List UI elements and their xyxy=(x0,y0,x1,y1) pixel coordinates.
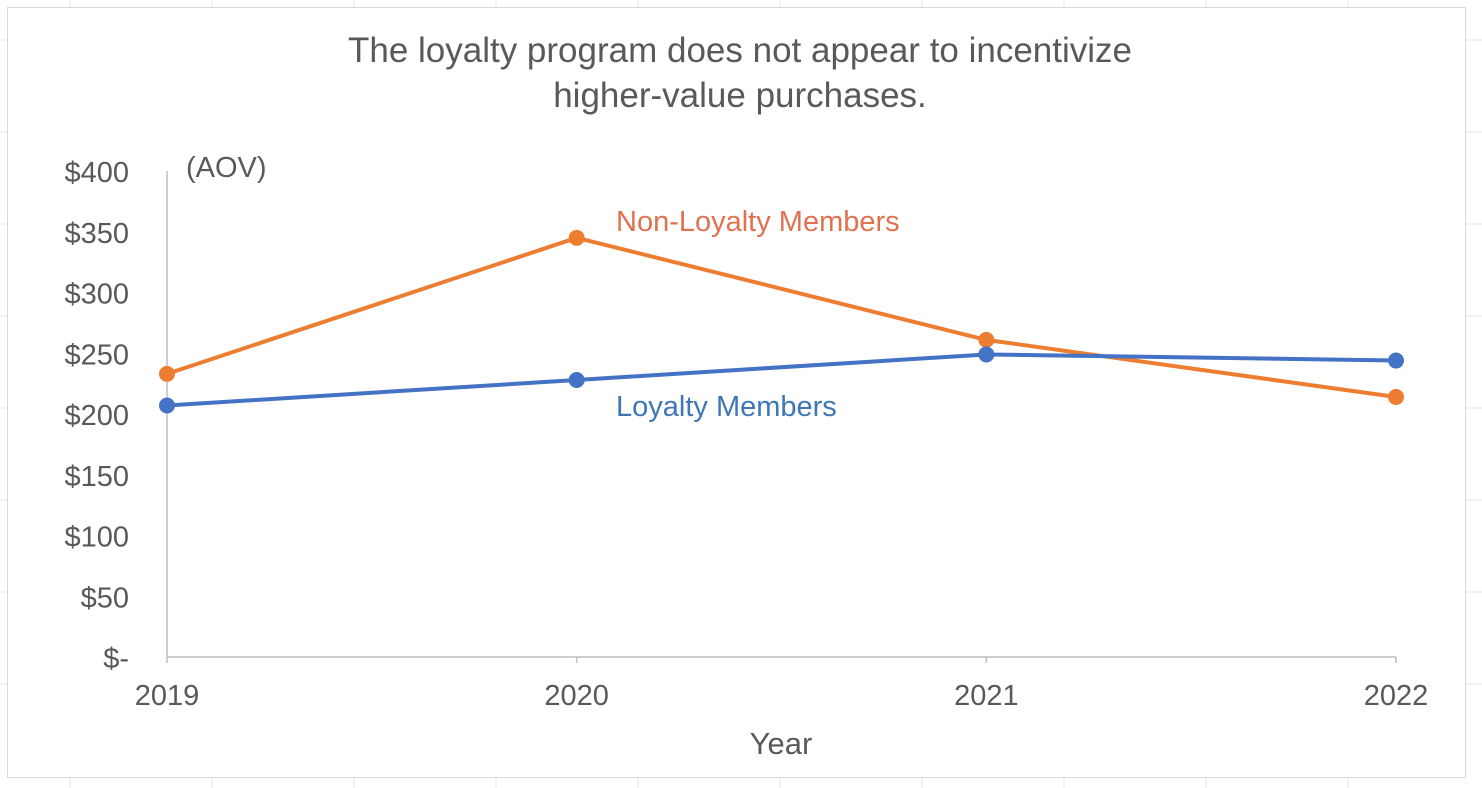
data-point-loyalty-members xyxy=(978,346,995,363)
y-tick-label: $350 xyxy=(64,218,129,250)
chart-title-line-1: The loyalty program does not appear to i… xyxy=(348,31,1132,70)
series-label-non-loyalty: Non-Loyalty Members xyxy=(616,206,900,238)
chart-title-line-2: higher-value purchases. xyxy=(553,76,927,115)
x-tick-label: 2022 xyxy=(1364,680,1429,712)
data-point-non-loyalty-members xyxy=(568,229,585,246)
x-tick-label: 2019 xyxy=(135,680,200,712)
series-line-non-loyalty-members xyxy=(165,235,1398,399)
y-tick-label: $100 xyxy=(64,522,129,554)
series-label-loyalty: Loyalty Members xyxy=(616,391,837,423)
y-tick-label: $300 xyxy=(64,279,129,311)
x-tick-label: 2020 xyxy=(544,680,609,712)
data-point-non-loyalty-members xyxy=(1388,388,1404,405)
data-point-non-loyalty-members xyxy=(159,365,175,382)
data-point-non-loyalty-members xyxy=(978,331,995,348)
series-line-loyalty-members xyxy=(165,352,1398,408)
y-axis-label: (AOV) xyxy=(186,152,267,184)
y-tick-label: $150 xyxy=(64,461,129,493)
y-tick-label: $250 xyxy=(64,339,129,371)
data-point-loyalty-members xyxy=(1388,352,1404,369)
y-tick-label: $400 xyxy=(64,157,129,189)
x-tick-label: 2021 xyxy=(954,680,1019,712)
chart-area[interactable] xyxy=(7,7,1466,778)
y-tick-label: $- xyxy=(103,643,129,675)
x-axis-title: Year xyxy=(750,726,813,761)
y-tick-label: $50 xyxy=(81,582,129,614)
data-point-loyalty-members xyxy=(568,371,585,388)
data-point-loyalty-members xyxy=(159,397,175,414)
y-tick-label: $200 xyxy=(64,400,129,432)
